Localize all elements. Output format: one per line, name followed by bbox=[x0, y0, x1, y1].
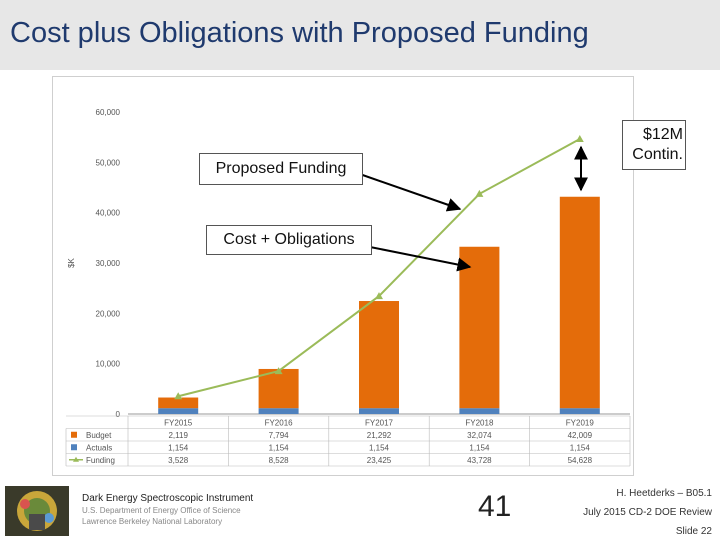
y-tick-label: 40,000 bbox=[96, 209, 121, 218]
cost-obligations-label: Cost + Obligations bbox=[223, 231, 355, 248]
data-label: 8,528 bbox=[269, 456, 290, 465]
data-label: 1,154 bbox=[469, 444, 490, 453]
contingency-callout: $12M Contin. bbox=[622, 120, 686, 170]
contingency-label: Contin. bbox=[632, 146, 683, 163]
category-label: FY2019 bbox=[566, 419, 595, 428]
proposed-funding-callout: Proposed Funding bbox=[199, 153, 363, 185]
chart-frame bbox=[52, 76, 634, 476]
title-bar bbox=[0, 0, 720, 70]
presenter: H. Heetderks – B05.1 bbox=[616, 488, 712, 499]
data-label: 21,292 bbox=[367, 431, 392, 440]
data-label: 1,154 bbox=[369, 444, 390, 453]
legend-marker-funding bbox=[73, 456, 79, 462]
bar-budget bbox=[359, 301, 399, 409]
funding-arrow bbox=[353, 171, 462, 212]
y-tick-label: 50,000 bbox=[96, 158, 121, 167]
bar-budget bbox=[559, 196, 600, 409]
funding-point bbox=[274, 367, 283, 375]
data-label: 1,154 bbox=[570, 444, 591, 453]
bar-actuals bbox=[359, 408, 399, 414]
data-label: 3,528 bbox=[168, 456, 189, 465]
bar-budget bbox=[158, 397, 199, 409]
data-label: 1,154 bbox=[168, 444, 189, 453]
bar-actuals bbox=[158, 408, 199, 414]
page-title: Cost plus Obligations with Proposed Fund… bbox=[10, 17, 589, 49]
org-subtitle-2: Lawrence Berkeley National Laboratory bbox=[82, 517, 223, 526]
slide-number: Slide 22 bbox=[675, 526, 712, 537]
org-subtitle-1: U.S. Department of Energy Office of Scie… bbox=[82, 506, 241, 515]
org-title: Dark Energy Spectroscopic Instrument bbox=[82, 493, 254, 504]
legend-swatch-budget bbox=[71, 431, 77, 438]
data-label: 43,728 bbox=[467, 456, 492, 465]
category-label: FY2016 bbox=[265, 419, 294, 428]
data-label: 23,425 bbox=[367, 456, 392, 465]
proposed-funding-label: Proposed Funding bbox=[215, 160, 347, 177]
contingency-amount: $12M bbox=[642, 126, 683, 143]
legend-label-budget: Budget bbox=[86, 431, 112, 440]
y-tick-label: 10,000 bbox=[96, 360, 121, 369]
y-tick-label: 0 bbox=[116, 410, 121, 419]
desi-logo bbox=[5, 486, 69, 536]
funding-point bbox=[575, 135, 584, 143]
data-label: 42,009 bbox=[568, 431, 593, 440]
y-tick-label: 60,000 bbox=[96, 108, 121, 117]
funding-point bbox=[174, 392, 183, 400]
category-label: FY2017 bbox=[365, 419, 394, 428]
legend-swatch-actuals bbox=[71, 444, 77, 451]
cost-arrow bbox=[369, 246, 472, 272]
page-number: 41 bbox=[478, 490, 512, 523]
legend-label-funding: Funding bbox=[86, 456, 115, 465]
funding-point bbox=[475, 189, 484, 197]
data-label: 7,794 bbox=[269, 431, 290, 440]
data-label: 2,119 bbox=[168, 431, 188, 440]
y-axis-label: $K bbox=[67, 257, 76, 267]
category-label: FY2015 bbox=[164, 419, 193, 428]
bar-budget bbox=[258, 368, 299, 409]
funding-point bbox=[375, 292, 383, 300]
bar-actuals bbox=[559, 408, 600, 414]
data-label: 32,074 bbox=[467, 431, 492, 440]
data-label: 1,154 bbox=[269, 444, 290, 453]
legend-label-actuals: Actuals bbox=[86, 444, 112, 453]
category-label: FY2018 bbox=[465, 419, 494, 428]
bar-actuals bbox=[459, 408, 500, 414]
y-tick-label: 30,000 bbox=[96, 259, 121, 268]
bar-budget bbox=[459, 246, 500, 409]
cost-obligations-callout: Cost + Obligations bbox=[206, 225, 372, 255]
bar-actuals bbox=[258, 408, 299, 414]
data-label: 54,628 bbox=[568, 456, 593, 465]
review-title: July 2015 CD-2 DOE Review bbox=[583, 507, 712, 518]
y-tick-label: 20,000 bbox=[96, 309, 121, 318]
